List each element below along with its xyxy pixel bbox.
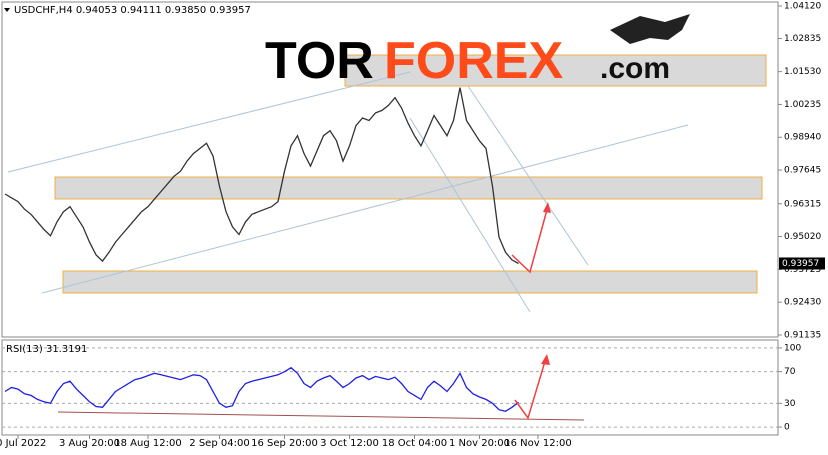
y-tick-label: 70 xyxy=(784,367,796,377)
arrow-head xyxy=(541,354,550,365)
y-tick-label: 0.98940 xyxy=(784,133,821,143)
y-tick-label: 1.00235 xyxy=(784,100,821,110)
x-tick-label: 20 Jul 2022 xyxy=(0,438,46,449)
channel-line xyxy=(41,124,689,294)
rsi-panel xyxy=(1,339,779,436)
y-tick-label: 1.01530 xyxy=(784,67,821,77)
y-tick-label: 0 xyxy=(784,423,790,433)
y-tick-label: 30 xyxy=(784,399,796,409)
series-line xyxy=(4,87,519,265)
channel-line xyxy=(467,85,589,266)
x-tick-label: 1 Nov 20:00 xyxy=(449,438,510,449)
logo-bull xyxy=(610,14,690,44)
series-line xyxy=(4,366,519,412)
y-tick-label: 0.92430 xyxy=(784,298,821,308)
x-tick-label: 2 Sep 04:00 xyxy=(189,438,249,449)
x-tick-label: 16 Sep 20:00 xyxy=(251,438,318,449)
y-tick-label: 100 xyxy=(784,343,801,353)
arrow-head xyxy=(543,202,551,213)
price-label: 0.93957 xyxy=(782,259,819,269)
rsi-trend-line xyxy=(57,411,585,421)
logo-tor: TOR xyxy=(265,32,374,90)
marks xyxy=(2,87,778,428)
x-tick-label: 18 Oct 04:00 xyxy=(382,438,447,449)
y-tick-label: 0.96315 xyxy=(784,199,821,209)
x-tick-label: 18 Aug 12:00 xyxy=(114,438,181,449)
middle-zone xyxy=(54,176,763,200)
resistance-zone xyxy=(344,54,767,87)
y-tick-label: 1.02835 xyxy=(784,34,821,44)
logo-forex: FOREX xyxy=(384,32,563,90)
logo-com: .com xyxy=(600,52,670,85)
y-tick-label: 0.95020 xyxy=(784,232,821,242)
title-marker xyxy=(4,8,10,12)
forecast-arrow xyxy=(514,357,547,420)
price-label-box xyxy=(779,257,825,270)
support-zone xyxy=(62,270,758,294)
rsi-title: RSI(13) 31.3191 xyxy=(6,344,87,355)
forecast-arrow xyxy=(511,205,549,274)
channel-line xyxy=(7,71,411,173)
y-tick-label: 0.97645 xyxy=(784,166,821,176)
x-tick-label: 3 Aug 20:00 xyxy=(59,438,120,449)
chart-title: USDCHF,H4 0.94053 0.94111 0.93850 0.9395… xyxy=(14,5,251,16)
y-tick-label: 0.91135 xyxy=(784,330,821,340)
y-tick-label: 0.93725 xyxy=(784,265,821,275)
channel-line xyxy=(409,117,531,313)
x-tick-label: 16 Nov 12:00 xyxy=(504,438,571,449)
y-tick-label: 1.04120 xyxy=(784,2,821,12)
x-tick-label: 3 Oct 12:00 xyxy=(320,438,379,449)
main-panel xyxy=(1,1,779,338)
